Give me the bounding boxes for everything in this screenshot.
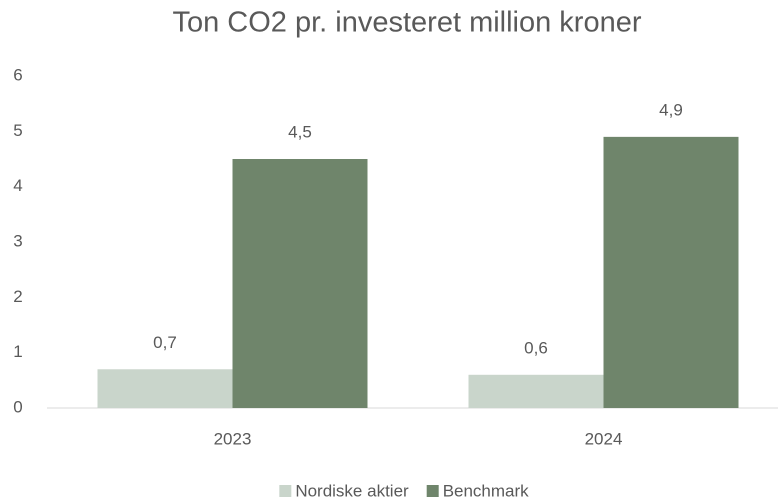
bar — [603, 136, 739, 408]
y-tick-label: 0 — [13, 397, 22, 416]
data-label: 4,5 — [288, 122, 312, 141]
y-tick-label: 4 — [13, 176, 22, 195]
y-tick-label: 2 — [13, 287, 22, 306]
bar — [232, 159, 368, 408]
data-label: 0,7 — [153, 333, 177, 352]
legend-swatch — [426, 485, 439, 497]
data-label: 4,9 — [659, 100, 683, 119]
bar — [468, 374, 604, 408]
y-tick-label: 5 — [13, 121, 22, 140]
y-tick-label: 1 — [13, 342, 22, 361]
chart-title: Ton CO2 pr. investeret million kroner — [172, 7, 641, 39]
y-tick-label: 6 — [13, 65, 22, 84]
x-tick-label: 2023 — [214, 429, 252, 448]
bar — [97, 369, 233, 408]
data-label: 0,6 — [524, 338, 548, 357]
x-tick-label: 2024 — [585, 429, 623, 448]
y-tick-label: 3 — [13, 231, 22, 250]
legend-label: Nordiske aktier — [295, 481, 409, 500]
legend-label: Benchmark — [443, 481, 529, 500]
legend-swatch — [279, 485, 292, 497]
